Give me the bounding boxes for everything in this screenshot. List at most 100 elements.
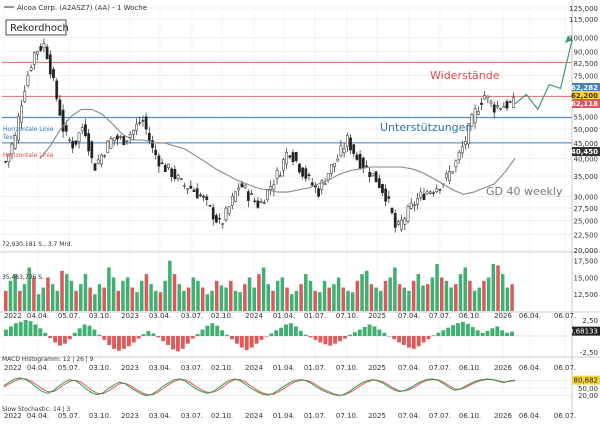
macd-bar [490,328,495,336]
macd-bar [343,336,347,339]
candle-body [224,207,228,221]
candle-body [103,155,106,157]
volume-bar [322,280,327,311]
price-badge-text: 62,118 [571,100,598,108]
macd-bar [416,336,421,347]
macd-value-text: 0,68133 [569,328,598,336]
x-tick-label: 2024 [245,312,263,320]
macd-bar [505,332,510,336]
candle-body [96,159,100,164]
volume-bar [107,267,111,311]
x-tick-label: 05.07. [58,312,80,320]
volume-bar [280,277,285,311]
candle-body [112,137,116,142]
macd-bar [156,336,161,338]
candle-body [55,80,59,99]
macd-bar [136,336,141,339]
volume-bar [299,284,303,311]
x-tick-label: 06.07. [554,364,576,372]
candle-body [393,213,397,228]
x-tick-label-bottom: 2024 [245,412,263,420]
macd-bar [264,336,269,337]
volume-bar [200,287,205,311]
x-tick-label: 04.04. [27,364,49,372]
volume-bar [4,290,8,311]
candle-body [294,152,298,162]
x-tick-label: 01.07. [304,312,326,320]
macd-bar [200,329,205,336]
macd-bar [102,336,107,340]
volume-bar [336,277,341,311]
macd-bar [97,334,102,336]
candle-body [505,101,509,109]
volume-bar [430,277,435,311]
volume-bar [477,287,482,311]
macd-bar [112,336,117,349]
macd-bar [18,321,23,336]
candle-body [272,184,276,190]
stochastic-panel [2,377,572,397]
candle-body [467,123,471,145]
macd-bar [131,336,136,343]
macd-bar [318,336,323,343]
candle-body [422,193,426,200]
x-tick-label: 07.07. [429,364,451,372]
candle-body [250,193,253,195]
candle-body [355,154,359,160]
candle-body [243,185,247,188]
volume-bar [97,284,102,311]
candle-body [199,194,202,196]
candle-body [448,170,451,181]
candle-body [32,52,36,65]
candle-body [246,191,250,201]
volume-bar [8,280,13,311]
candle-body [285,152,289,165]
x-tick-label-bottom: 01.07. [304,412,326,420]
volume-bar [491,264,496,311]
volume-bar [454,284,458,311]
candle-body [234,191,237,202]
price-badge [572,99,600,108]
volume-bar [102,287,106,311]
x-tick-label: 2025 [368,312,386,320]
candle-body [483,95,487,100]
macd-bar [367,324,372,336]
candle-body [387,196,391,199]
candle-body [71,141,75,149]
macd-bar [43,332,48,336]
stoch-value-text: 80,682 [574,377,599,385]
volume-bar [468,280,472,311]
volume-bar [154,290,158,311]
candle-body [154,149,158,155]
volume-bar [257,274,261,311]
macd-bar [313,336,318,340]
macd-bar [190,336,195,339]
macd-bar [421,336,426,343]
volume-panel [4,260,514,311]
x-tick-label-bottom: 2023 [121,412,139,420]
macd-bar [38,328,43,336]
macd-bar [347,334,352,336]
candle-body [20,105,23,123]
candle-body [39,46,43,51]
macd-bar [166,336,171,345]
volume-bar [486,277,491,311]
candle-body [269,186,273,190]
macd-bar [382,332,387,336]
volume-bar [510,284,514,311]
x-tick-label-bottom: 03.04. [149,412,171,420]
volume-bar [18,290,22,311]
candle-body [282,159,285,171]
candle-body [301,167,304,177]
candle-body [4,161,7,163]
price-badge [572,83,600,92]
volume-bar [271,290,275,311]
candle-body [473,108,477,123]
y-tick-label: 30,000 [574,193,599,201]
volume-bar [22,284,27,311]
candle-body [61,109,65,132]
candle-body [106,140,110,154]
volume-bar [332,284,336,311]
candle-body [167,163,170,168]
macd-bar [426,336,431,340]
